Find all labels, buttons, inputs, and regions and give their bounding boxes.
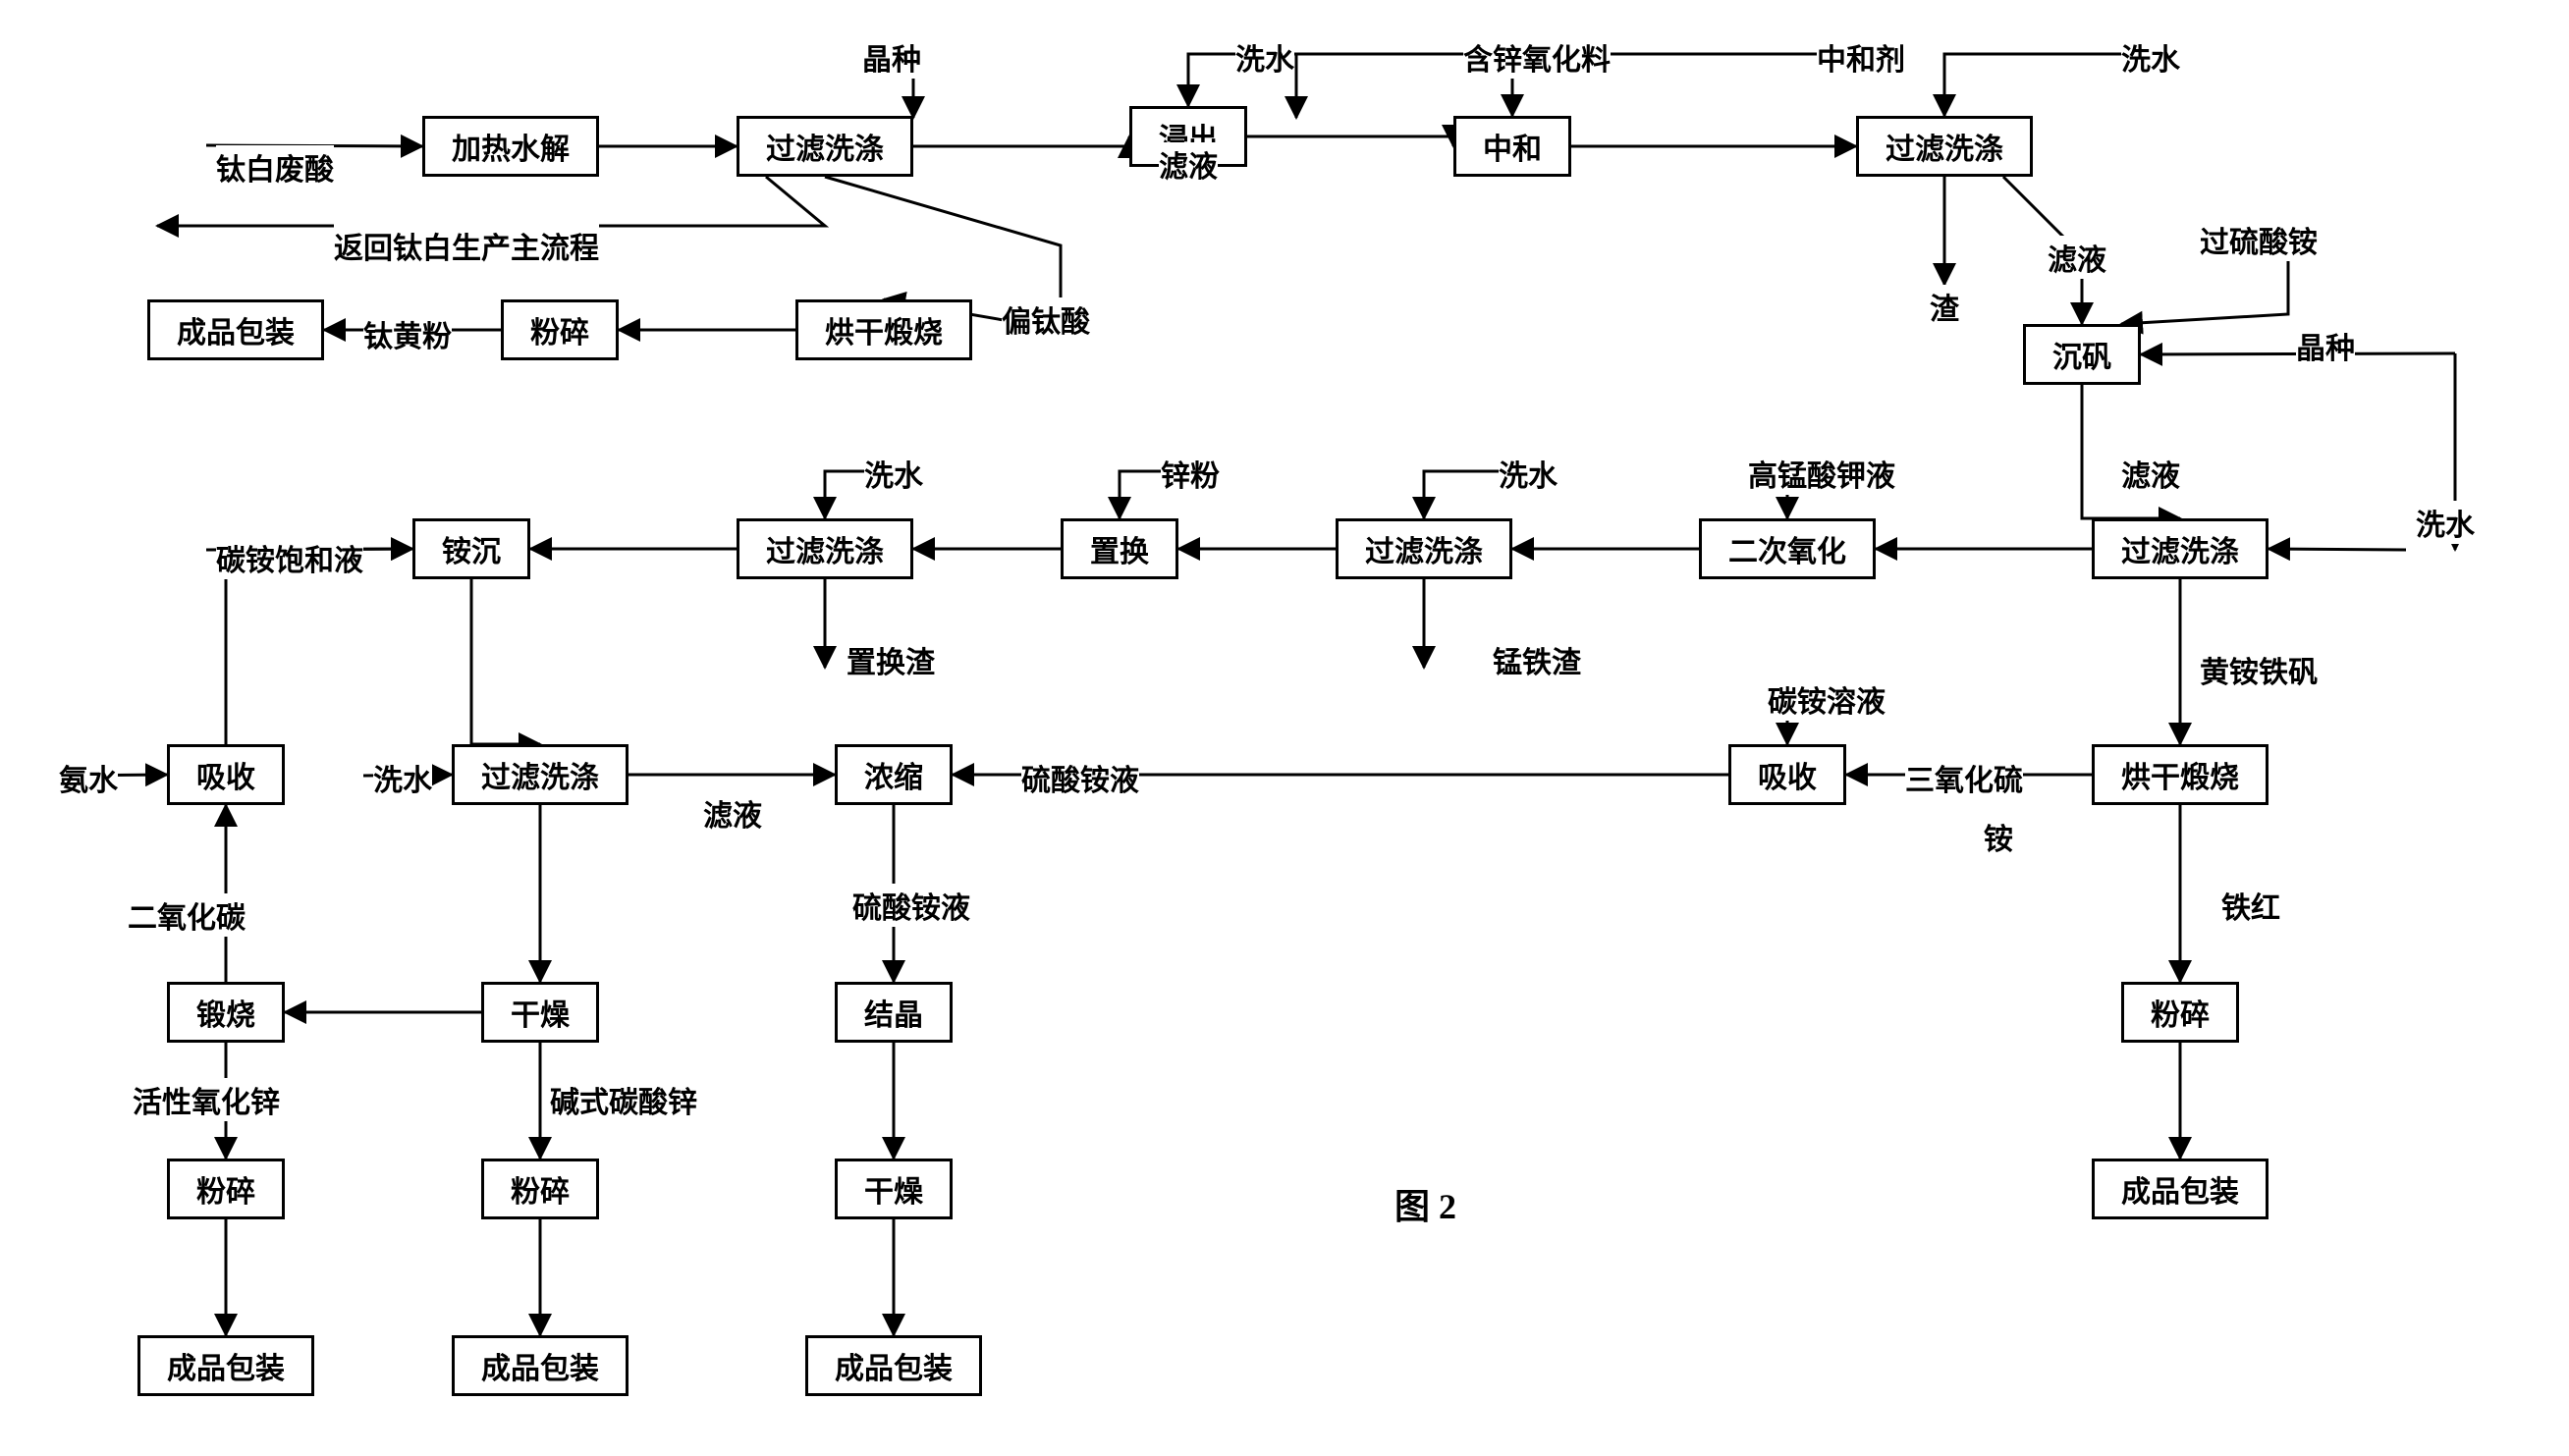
flowchart-label: 滤液 [2048,236,2106,279]
flowchart-label: 渣 [1930,285,1959,328]
flowchart-label: 洗水 [2416,501,2475,544]
flowchart-node: 铵沉 [412,518,530,579]
flowchart-label: 中和剂 [1817,35,1905,79]
flowchart-label: 黄铵铁矾 [2200,648,2318,691]
flowchart-label: 铁红 [2221,884,2280,927]
flowchart-label: 返回钛白生产主流程 [334,224,599,267]
flowchart-label: 晶种 [2296,324,2355,367]
flowchart-label: 洗水 [1499,452,1558,495]
flowchart-node: 过滤洗涤 [452,744,629,805]
flowchart-node: 过滤洗涤 [1336,518,1512,579]
flowchart-node: 粉碎 [481,1159,599,1219]
flowchart-node: 置换 [1061,518,1178,579]
flowchart-label: 三氧化硫 [1905,756,2023,799]
flowchart-label: 碳铵溶液 [1768,677,1886,721]
flowchart-node: 成品包装 [147,299,324,360]
flowchart-node: 吸收 [167,744,285,805]
flowchart-label: 硫酸铵液 [852,884,970,927]
flowchart-label: 晶种 [862,35,921,79]
flowchart-node: 过滤洗涤 [1856,116,2033,177]
flowchart-node: 加热水解 [422,116,599,177]
flowchart-label: 活性氧化锌 [133,1078,280,1121]
flowchart-label: 偏钛酸 [1002,297,1090,341]
flowchart-label: 置换渣 [847,638,935,681]
flowchart-label: 碱式碳酸锌 [550,1078,697,1121]
flowchart-node: 沉矾 [2023,324,2141,385]
flowchart-edge [2268,549,2406,550]
flowchart-label: 含锌氧化料 [1463,35,1611,79]
flowchart-node: 粉碎 [2121,982,2239,1043]
flowchart-node: 吸收 [1728,744,1846,805]
flowchart-label: 锰铁渣 [1493,638,1581,681]
flowchart-node: 中和 [1453,116,1571,177]
flowchart-label: 钛黄粉 [363,312,452,355]
flowchart-node: 过滤洗涤 [737,116,913,177]
figure-label: 图 2 [1394,1178,1456,1229]
flowchart-label: 碳铵饱和液 [216,536,363,579]
flowchart-node: 成品包装 [137,1335,314,1396]
flowchart-node: 成品包装 [805,1335,982,1396]
flowchart-label: 洗水 [2121,35,2180,79]
flowchart-label: 二氧化碳 [128,893,246,937]
flowchart-label: 滤液 [2121,452,2180,495]
flowchart-edge [1247,136,1453,146]
flowchart-edge [471,579,540,744]
flowchart-label: 铵 [1984,815,2013,858]
flowchart-node: 二次氧化 [1699,518,1876,579]
flowchart-label: 氨水 [59,756,118,799]
flowchart-label: 过硫酸铵 [2200,218,2318,261]
flowchart-node: 烘干煅烧 [795,299,972,360]
flowchart-node: 干燥 [481,982,599,1043]
flowchart-label: 钛白废酸 [216,145,334,189]
flowchart-label: 洗水 [1235,35,1294,79]
flowchart-label: 锌粉 [1161,452,1220,495]
flowchart-node: 成品包装 [2092,1159,2268,1219]
flowchart-label: 滤液 [1159,142,1218,186]
flowchart-node: 浓缩 [835,744,953,805]
flowchart-node: 过滤洗涤 [737,518,913,579]
flowchart-label: 洗水 [373,756,432,799]
flowchart-node: 成品包装 [452,1335,629,1396]
flowchart-node: 烘干煅烧 [2092,744,2268,805]
flowchart-label: 滤液 [703,791,762,835]
flowchart-label: 洗水 [864,452,923,495]
flowchart-node: 粉碎 [501,299,619,360]
flowchart-node: 干燥 [835,1159,953,1219]
flowchart-node: 过滤洗涤 [2092,518,2268,579]
flowchart-node: 结晶 [835,982,953,1043]
flowchart-node: 锻烧 [167,982,285,1043]
flowchart-edge [913,136,1129,146]
flowchart-node: 粉碎 [167,1159,285,1219]
flowchart-label: 硫酸铵液 [1021,756,1139,799]
flowchart-label: 高锰酸钾液 [1748,452,1895,495]
